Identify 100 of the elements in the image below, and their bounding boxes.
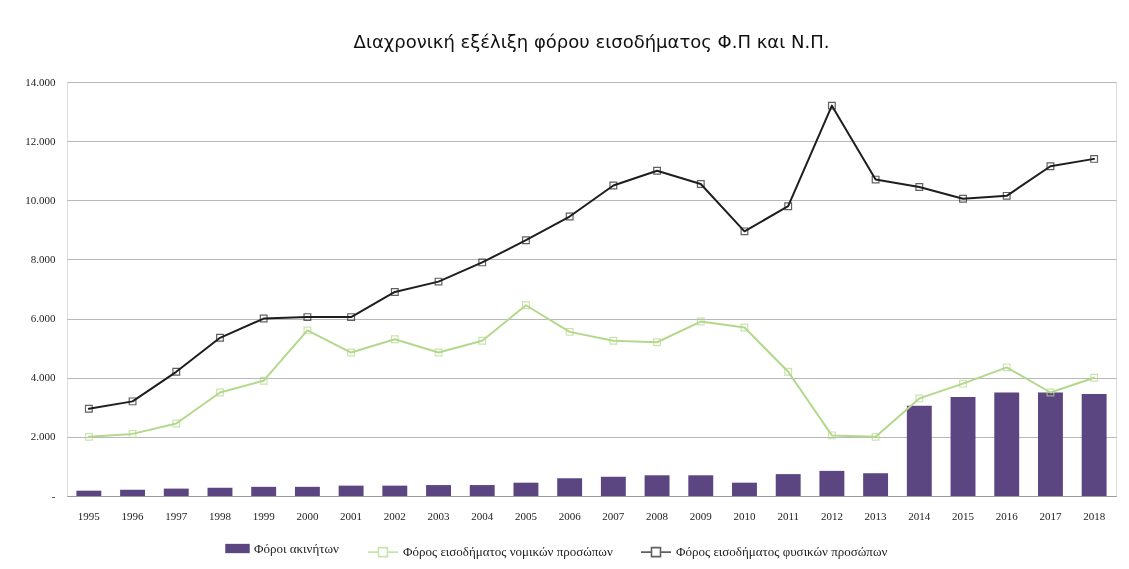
- point: [303, 326, 312, 335]
- bar: [251, 486, 277, 496]
- point: [959, 194, 967, 203]
- x-tick-label: 2014: [908, 509, 931, 522]
- point: [827, 101, 836, 110]
- x-tick-label: 2018: [1083, 509, 1106, 522]
- bar: [994, 392, 1020, 496]
- x-tick-label: 1995: [77, 509, 101, 522]
- point: [347, 348, 356, 357]
- point: [696, 317, 705, 326]
- point: [740, 323, 749, 332]
- legend-label: Φόρος εισοδήματος νομικών προσώπων: [403, 544, 613, 560]
- bar: [120, 489, 146, 496]
- x-tick-label: 2016: [995, 509, 1019, 522]
- bar: [207, 487, 233, 496]
- point: [784, 367, 793, 376]
- point: [609, 181, 618, 190]
- x-tick-label: 1996: [121, 509, 145, 522]
- bar: [600, 476, 626, 496]
- point: [390, 335, 399, 344]
- bar: [950, 396, 976, 496]
- point: [609, 336, 618, 345]
- point: [521, 236, 530, 245]
- x-tick-label: 2011: [777, 509, 799, 522]
- bar: [163, 488, 189, 496]
- y-tick-label: -: [51, 489, 56, 502]
- point: [653, 338, 662, 347]
- bar: [644, 475, 670, 496]
- x-tick-label: 1997: [165, 509, 188, 522]
- legend-label: Φόροι ακινήτων: [254, 540, 340, 556]
- bar: [513, 482, 539, 496]
- bar: [426, 485, 451, 496]
- x-tick-label: 2002: [383, 509, 406, 522]
- point: [478, 336, 487, 345]
- bar: [469, 485, 495, 496]
- chart-title: Διαχρονική εξέλιξη φόρου εισοδήματος Φ.Π και Ν.Π.: [353, 31, 830, 52]
- point: [915, 394, 924, 403]
- x-tick-label: 2000: [296, 509, 319, 522]
- bar: [775, 474, 801, 496]
- y-tick-label: 8.000: [30, 252, 56, 265]
- point: [390, 288, 399, 296]
- point: [871, 175, 880, 184]
- y-tick-label: 10.000: [25, 193, 56, 206]
- point: [565, 327, 574, 336]
- bar: [1081, 393, 1107, 496]
- bar: [338, 485, 364, 496]
- point: [128, 429, 137, 438]
- legend-label: Φόρος εισοδήματος φυσικών προσώπων: [676, 544, 888, 560]
- x-tick-label: 2012: [820, 509, 843, 522]
- point: [1046, 162, 1055, 171]
- point: [128, 397, 137, 406]
- y-tick-label: 12.000: [25, 134, 56, 147]
- point: [784, 202, 793, 211]
- x-tick-label: 2001: [340, 509, 363, 522]
- point: [434, 348, 443, 357]
- bar: [819, 470, 845, 496]
- x-tick-label: 2017: [1039, 509, 1062, 522]
- point: [1090, 373, 1099, 382]
- bar: [906, 405, 932, 496]
- x-tick-label: 2005: [514, 509, 538, 522]
- point: [521, 301, 530, 310]
- point: [871, 432, 880, 441]
- point: [434, 277, 443, 286]
- point: [959, 379, 967, 388]
- point: [303, 313, 312, 322]
- bar: [863, 473, 889, 496]
- y-tick-label: 14.000: [25, 75, 56, 88]
- x-tick-label: 2003: [427, 509, 451, 522]
- x-tick-label: 2004: [471, 509, 494, 522]
- x-tick-label: 2015: [952, 509, 975, 522]
- point: [216, 333, 224, 342]
- x-tick-label: 2006: [558, 509, 582, 522]
- x-tick-label: 1999: [252, 509, 276, 522]
- bar: [688, 475, 714, 496]
- bar: [76, 490, 102, 496]
- x-tick-label: 1998: [208, 509, 232, 522]
- x-tick-label: 2013: [864, 509, 888, 522]
- point: [1002, 363, 1011, 372]
- point: [259, 314, 268, 323]
- point: [1046, 388, 1055, 397]
- point: [172, 419, 181, 428]
- bar: [557, 478, 583, 496]
- y-tick-label: 4.000: [30, 371, 56, 384]
- x-tick-label: 2007: [602, 509, 625, 522]
- y-tick-label: 6.000: [30, 312, 56, 325]
- x-tick-label: 2010: [733, 509, 756, 522]
- point: [347, 313, 356, 322]
- point: [565, 212, 574, 221]
- y-tick-label: 2.000: [30, 430, 56, 443]
- point: [740, 227, 749, 236]
- point: [259, 376, 268, 385]
- point: [478, 258, 487, 267]
- point: [216, 388, 224, 397]
- bar: [294, 486, 320, 496]
- x-tick-label: 2008: [646, 509, 669, 522]
- bar: [382, 485, 408, 496]
- point: [1002, 191, 1011, 200]
- x-tick-label: 2009: [689, 509, 713, 522]
- point: [696, 180, 705, 188]
- point: [1090, 154, 1099, 163]
